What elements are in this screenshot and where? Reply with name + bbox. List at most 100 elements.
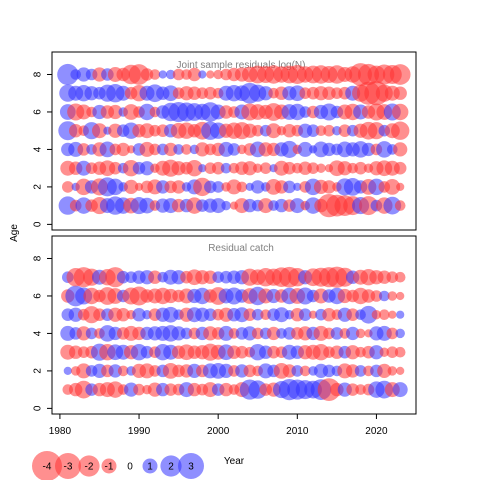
panel-bottom: Residual catch 0 2 4 6 8 (33, 235, 417, 415)
residual-bubble (308, 310, 318, 319)
residual-bubble (258, 198, 274, 214)
y-tick-label: 0 (33, 405, 44, 411)
residual-bubble (139, 161, 155, 176)
residual-bubble (107, 381, 124, 398)
residual-bubble (394, 346, 406, 358)
residual-bubble (220, 162, 232, 174)
residual-bubble (242, 161, 257, 176)
residual-bubble (134, 182, 144, 192)
residual-bubble (162, 306, 179, 323)
legend-bubble (32, 451, 62, 480)
residual-bubble (283, 180, 296, 194)
residual-bubble (92, 123, 107, 139)
residual-bubble (355, 328, 366, 339)
residual-bubble (297, 141, 313, 157)
y-tick-label: 6 (33, 109, 44, 115)
residual-bubble (359, 305, 378, 324)
y-tick-label: 6 (33, 293, 44, 299)
residual-bubble (291, 365, 304, 377)
residual-bubble (379, 309, 390, 321)
residual-bubble (165, 69, 176, 80)
legend-bubble (160, 455, 182, 477)
legend-bubble (55, 453, 81, 479)
residual-bubble (392, 382, 408, 398)
residual-bubble (386, 327, 399, 340)
residual-bubble (149, 69, 161, 80)
legend-bubble (142, 458, 158, 474)
y-tick-label: 2 (33, 184, 44, 190)
residual-bubble (355, 384, 366, 395)
residual-bubble (346, 383, 359, 396)
residual-bubble (163, 142, 178, 157)
y-tick-label: 2 (33, 368, 44, 374)
residual-bubble (148, 270, 162, 284)
x-tick-label: 1980 (49, 426, 72, 437)
residual-bubble (116, 142, 130, 157)
x-tick-label: 2020 (365, 426, 388, 437)
residual-bubble (345, 326, 360, 341)
y-tick-label: 8 (33, 255, 44, 261)
residual-bubble (187, 67, 202, 82)
residual-bubble (371, 309, 382, 320)
y-axis-title: Age (9, 224, 20, 242)
residual-bubble (117, 365, 129, 377)
residual-bubble (379, 347, 390, 357)
residual-bubble (396, 182, 405, 192)
residual-bubble (322, 364, 336, 378)
residual-bubble (391, 121, 410, 140)
residual-bubble (396, 366, 405, 376)
residual-bubble (243, 364, 257, 378)
residual-bubble (258, 86, 273, 101)
residual-bubble (68, 123, 83, 138)
legend-label: -4 (43, 462, 52, 473)
residual-bubble (204, 86, 217, 100)
y-tick-label: 0 (33, 221, 44, 227)
residual-bubble (251, 124, 264, 137)
residual-bubble (198, 164, 207, 173)
legend-label: -3 (64, 462, 73, 473)
residual-bubble (218, 325, 234, 341)
residual-bubble (158, 70, 167, 79)
residual-bubble (389, 64, 411, 85)
panel-top-bubbles (57, 63, 411, 218)
residual-bubble (280, 140, 298, 158)
residual-bubble (206, 70, 215, 79)
residual-bubble (274, 307, 289, 323)
legend-bubble (178, 453, 204, 479)
residual-bubble (393, 161, 407, 175)
residual-bubble (369, 345, 384, 360)
residual-bubble (289, 198, 305, 214)
residual-bubble (108, 104, 123, 120)
legend-bubble (78, 455, 100, 477)
residual-bubble (227, 143, 241, 156)
legend-label: 1 (147, 462, 153, 473)
residual-bubble (293, 182, 302, 192)
residual-bubble (307, 162, 319, 175)
residual-bubble (236, 181, 248, 193)
residual-bubble (316, 163, 326, 173)
residual-bubble (61, 181, 74, 193)
panel-top: Joint sample residuals log(N) 0 2 4 6 8 (33, 51, 417, 231)
residual-bubble (337, 161, 352, 176)
legend-label: -2 (85, 462, 94, 473)
residual-bubble (387, 291, 398, 301)
residual-bubble (57, 63, 79, 86)
residual-bubble (226, 179, 242, 195)
residual-bubble (386, 271, 399, 284)
residual-bubble (252, 163, 263, 173)
y-tick-label: 8 (33, 71, 44, 77)
panel-top-y-axis: 0 2 4 6 8 (33, 71, 53, 227)
residual-bubble (322, 307, 336, 322)
residual-bubble (266, 326, 281, 341)
residual-bubble (298, 308, 312, 321)
residual-bubble (63, 366, 72, 376)
residual-bubble (172, 68, 185, 81)
residual-bubble (354, 365, 367, 377)
residual-bubble (133, 383, 145, 396)
x-tick-label: 1990 (128, 426, 151, 437)
residual-bubble (386, 346, 399, 359)
residual-bubble (283, 161, 296, 175)
residual-bubble (322, 180, 336, 194)
residual-bubble (354, 161, 367, 175)
